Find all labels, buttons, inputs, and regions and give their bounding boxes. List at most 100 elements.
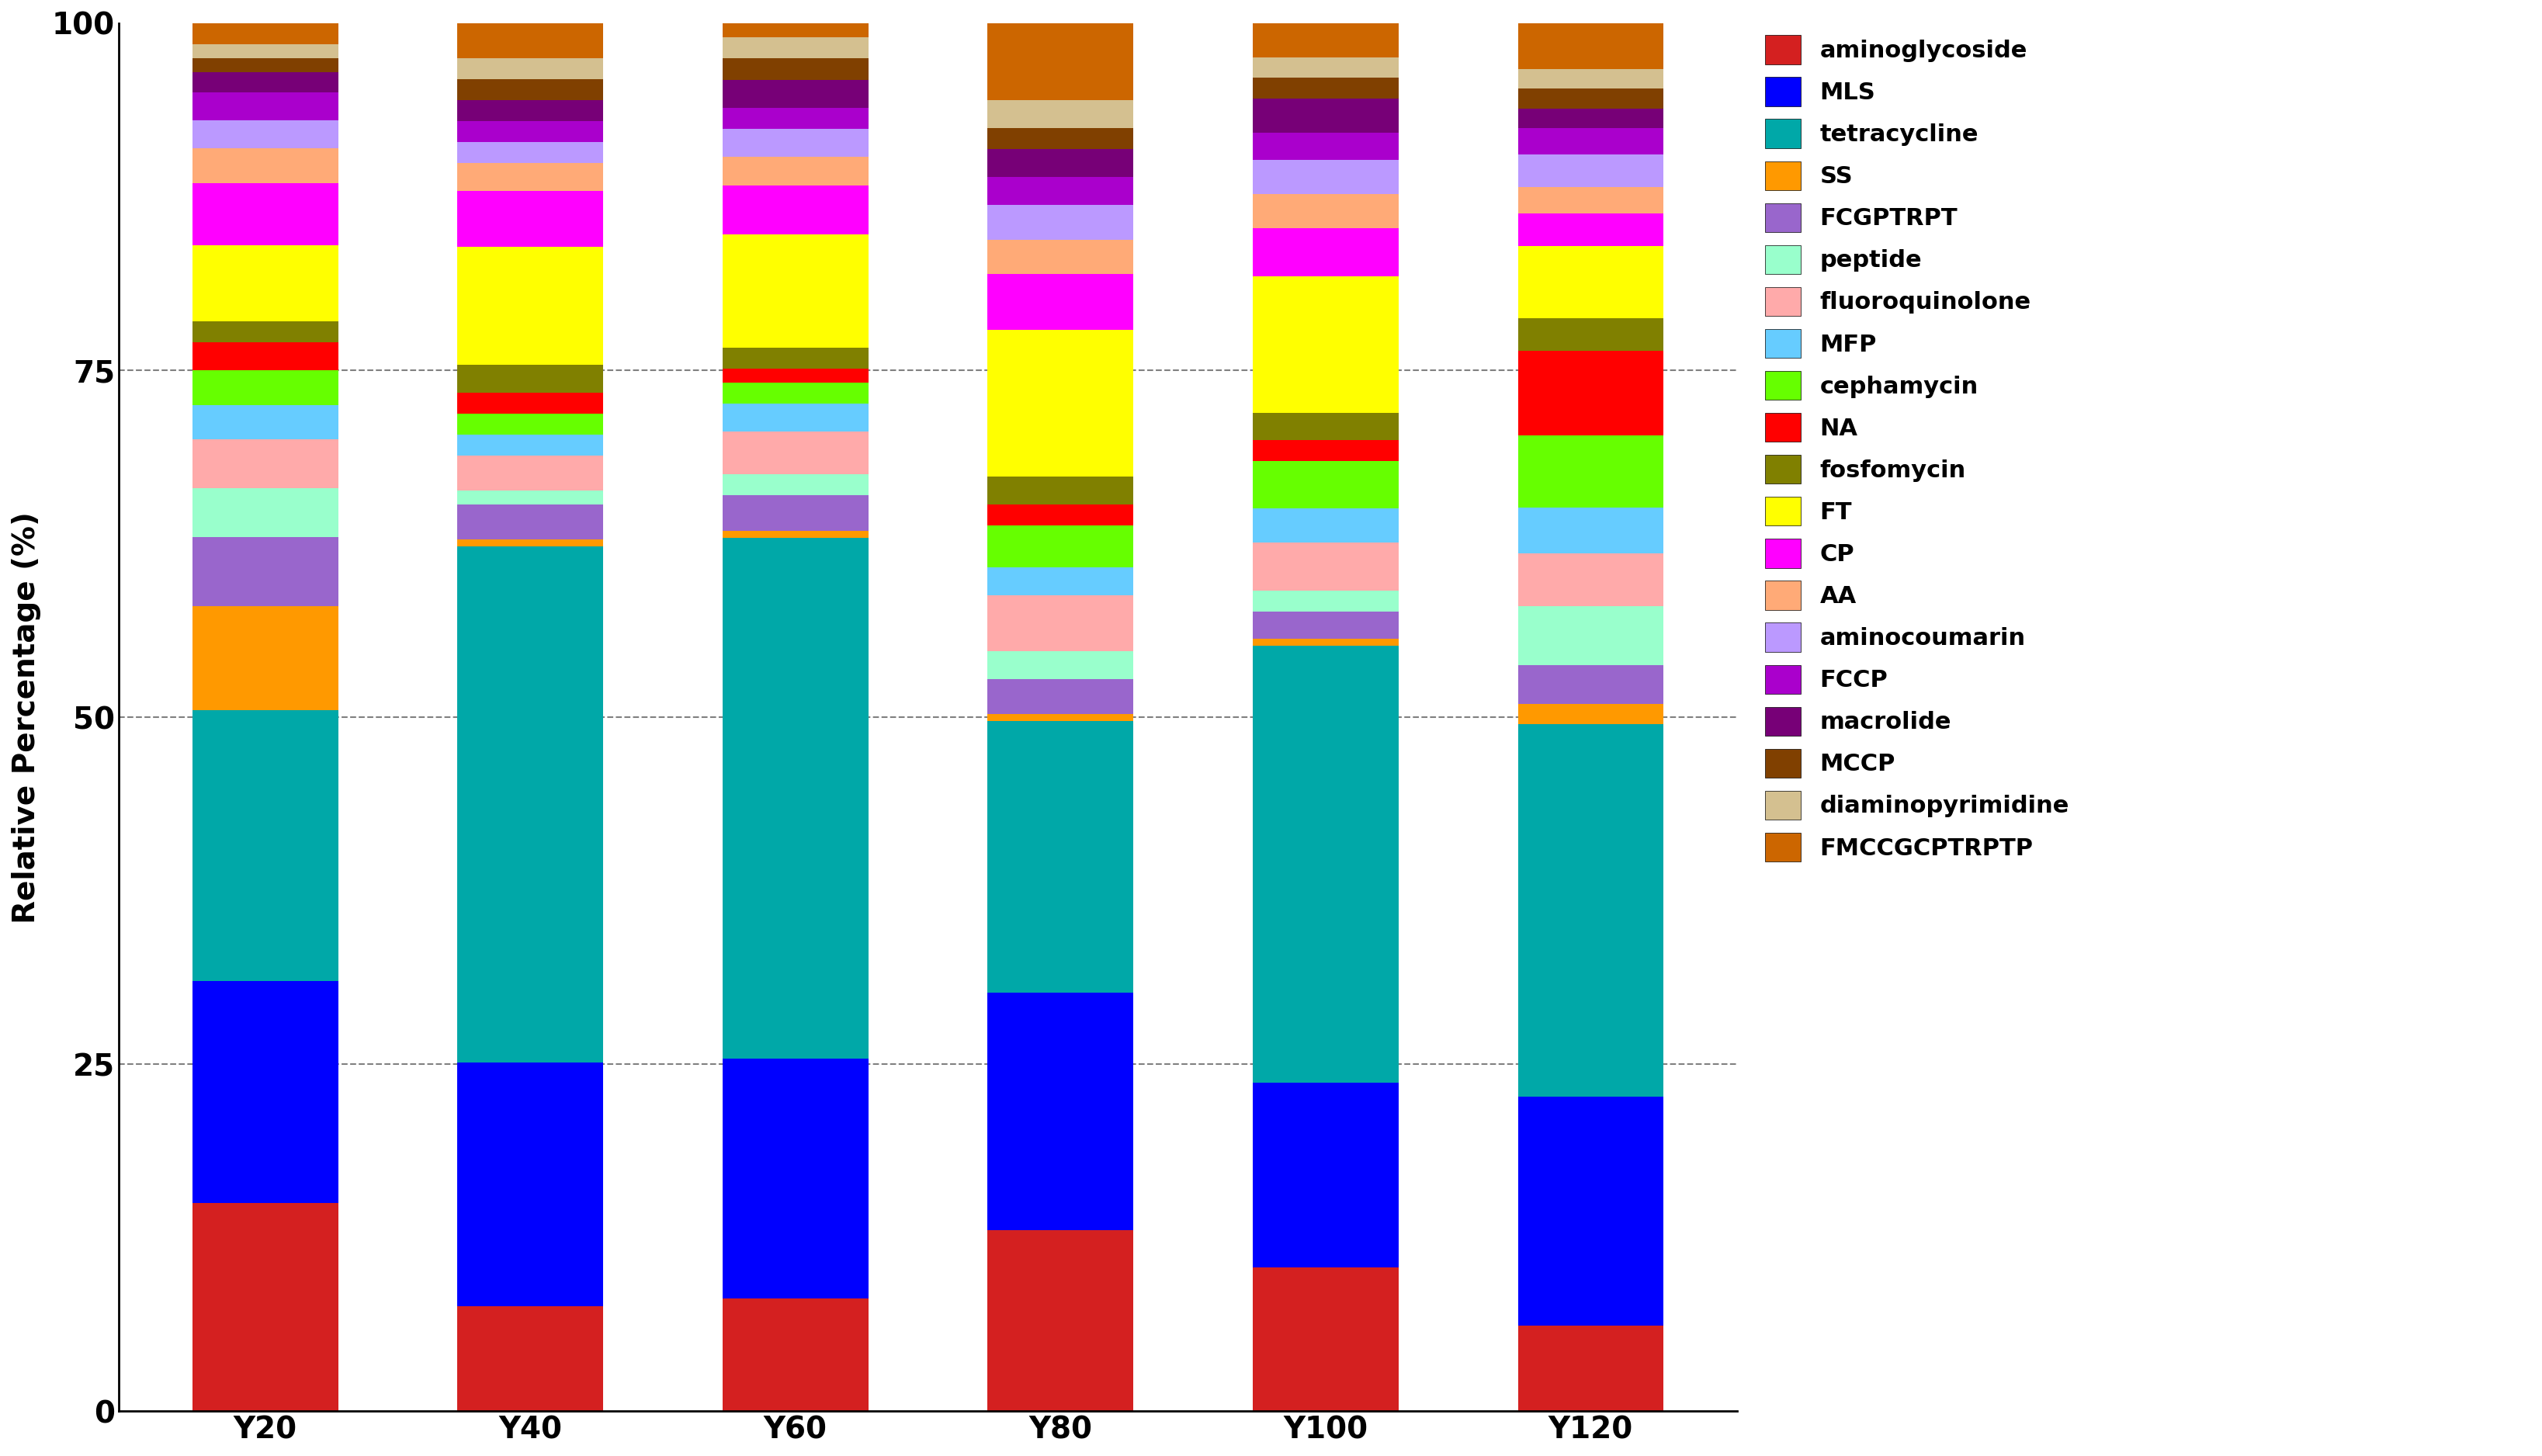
Bar xyxy=(1253,1268,1398,1411)
Bar xyxy=(989,993,1134,1230)
Bar xyxy=(989,651,1134,678)
Bar xyxy=(458,23,602,58)
Bar xyxy=(1518,213,1662,246)
Bar xyxy=(193,405,338,440)
Bar xyxy=(1518,435,1662,508)
Bar xyxy=(722,537,869,1059)
Y-axis label: Relative Percentage (%): Relative Percentage (%) xyxy=(13,511,41,923)
Bar xyxy=(1518,186,1662,213)
Bar xyxy=(1518,89,1662,108)
Bar xyxy=(989,713,1134,721)
Bar xyxy=(722,530,869,537)
Bar xyxy=(722,58,869,80)
Bar xyxy=(722,23,869,38)
Bar xyxy=(722,130,869,157)
Bar xyxy=(722,348,869,368)
Bar xyxy=(458,539,602,546)
Bar xyxy=(193,342,338,370)
Bar xyxy=(989,239,1134,274)
Bar xyxy=(458,1063,602,1306)
Bar xyxy=(989,176,1134,205)
Bar xyxy=(989,128,1134,149)
Bar xyxy=(1253,639,1398,645)
Bar xyxy=(1253,160,1398,194)
Bar xyxy=(193,488,338,537)
Bar xyxy=(722,157,869,185)
Bar xyxy=(458,246,602,365)
Bar xyxy=(989,149,1134,176)
Bar xyxy=(458,163,602,191)
Bar xyxy=(1253,194,1398,229)
Bar xyxy=(458,121,602,141)
Bar xyxy=(458,393,602,414)
Bar xyxy=(1518,128,1662,154)
Bar xyxy=(1518,606,1662,665)
Bar xyxy=(193,58,338,71)
Bar xyxy=(1253,23,1398,57)
Bar xyxy=(1253,132,1398,160)
Bar xyxy=(989,678,1134,713)
Bar xyxy=(1253,414,1398,440)
Bar xyxy=(458,1306,602,1411)
Bar xyxy=(989,476,1134,504)
Bar xyxy=(1518,1096,1662,1326)
Bar xyxy=(1253,277,1398,414)
Bar xyxy=(1253,612,1398,639)
Bar xyxy=(722,185,869,234)
Bar xyxy=(989,1230,1134,1411)
Bar xyxy=(1518,665,1662,705)
Bar xyxy=(722,368,869,383)
Bar xyxy=(1518,154,1662,186)
Bar xyxy=(989,205,1134,239)
Bar xyxy=(1253,440,1398,460)
Bar xyxy=(458,491,602,504)
Bar xyxy=(722,403,869,432)
Bar xyxy=(1518,23,1662,68)
Bar xyxy=(722,475,869,495)
Bar xyxy=(722,495,869,530)
Bar xyxy=(458,365,602,393)
Bar xyxy=(1518,724,1662,1096)
Bar xyxy=(193,93,338,121)
Bar xyxy=(722,80,869,108)
Bar xyxy=(458,191,602,246)
Bar xyxy=(193,606,338,711)
Bar xyxy=(722,432,869,475)
Bar xyxy=(193,44,338,58)
Bar xyxy=(1518,108,1662,128)
Bar xyxy=(458,546,602,1063)
Bar xyxy=(1253,645,1398,1083)
Bar xyxy=(1518,246,1662,317)
Bar xyxy=(458,100,602,121)
Bar xyxy=(989,504,1134,526)
Bar xyxy=(989,721,1134,993)
Bar xyxy=(1253,79,1398,99)
Bar xyxy=(458,58,602,79)
Bar xyxy=(193,149,338,183)
Bar xyxy=(1253,508,1398,543)
Bar xyxy=(722,108,869,130)
Bar xyxy=(1253,57,1398,79)
Bar xyxy=(458,456,602,491)
Bar xyxy=(1518,1326,1662,1411)
Bar xyxy=(1253,229,1398,277)
Bar xyxy=(193,711,338,981)
Bar xyxy=(722,1299,869,1411)
Bar xyxy=(193,322,338,342)
Bar xyxy=(193,370,338,405)
Bar xyxy=(989,596,1134,651)
Bar xyxy=(193,537,338,606)
Bar xyxy=(458,504,602,539)
Bar xyxy=(989,568,1134,596)
Bar xyxy=(458,141,602,163)
Bar xyxy=(722,234,869,348)
Bar xyxy=(722,383,869,403)
Bar xyxy=(722,38,869,58)
Bar xyxy=(1518,317,1662,351)
Bar xyxy=(722,1059,869,1299)
Bar xyxy=(989,526,1134,568)
Bar xyxy=(1253,591,1398,612)
Bar xyxy=(193,245,338,322)
Bar xyxy=(989,100,1134,128)
Bar xyxy=(989,331,1134,476)
